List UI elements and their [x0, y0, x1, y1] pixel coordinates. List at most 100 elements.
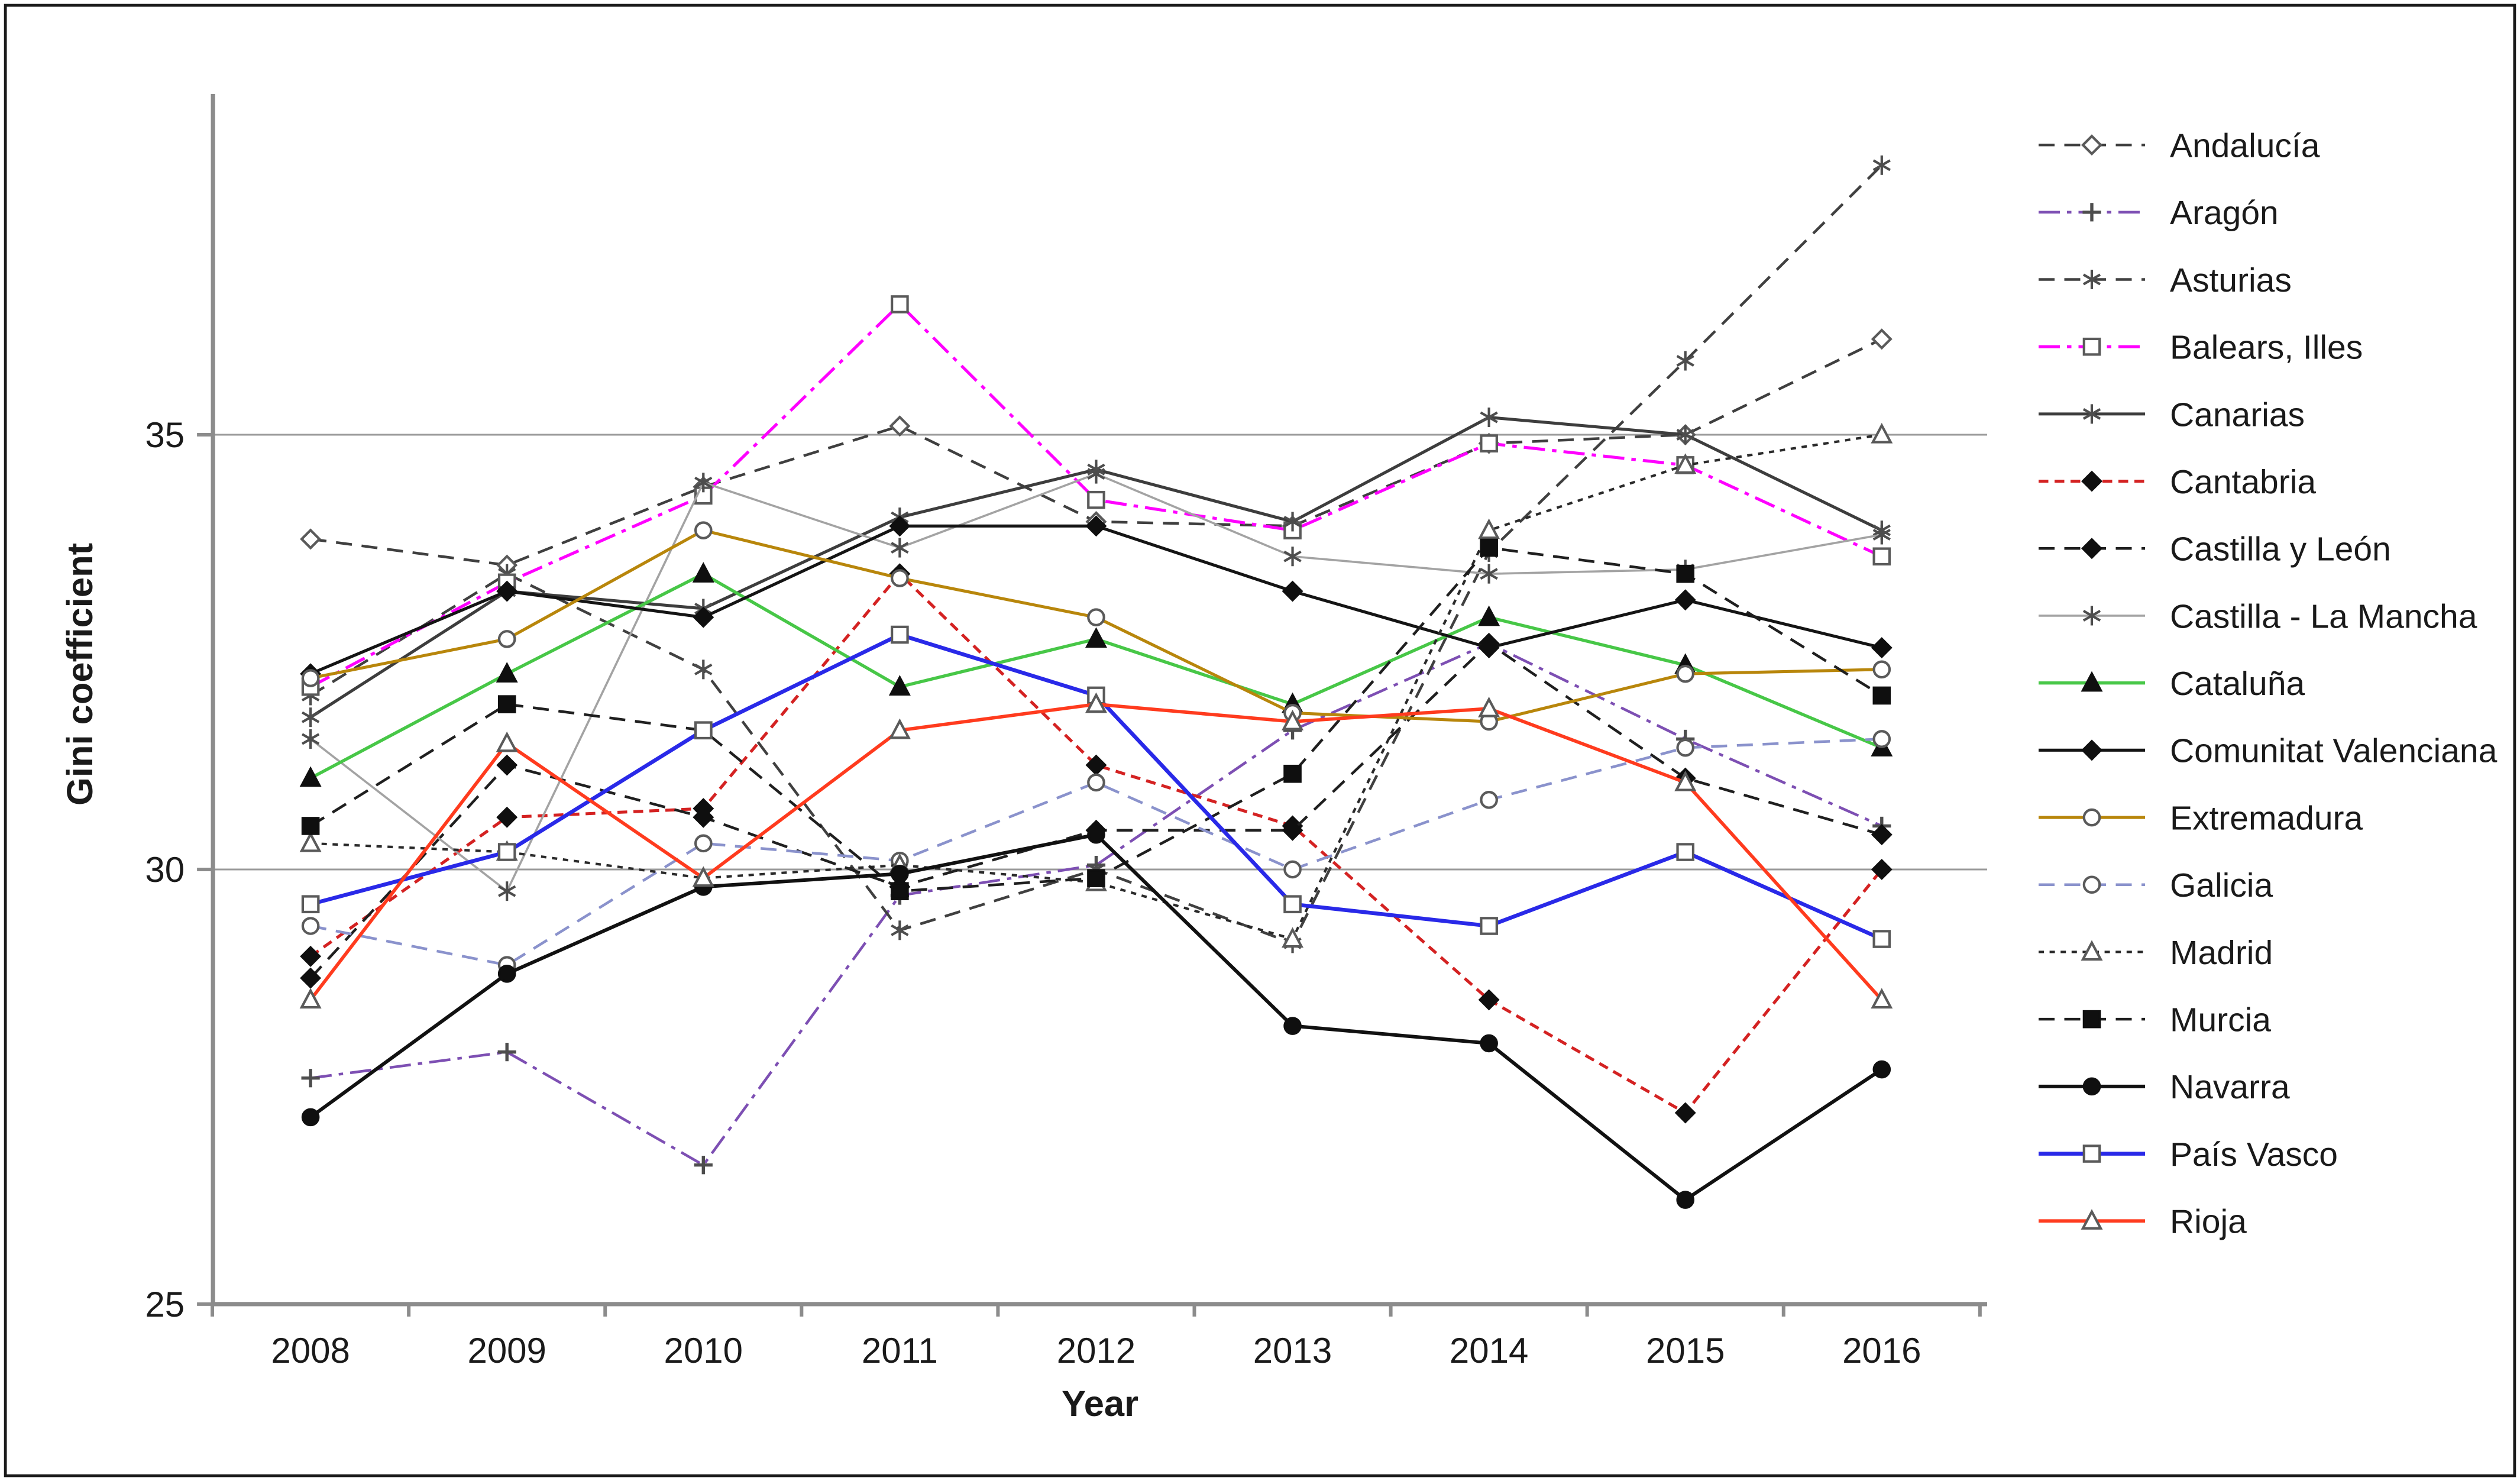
marker-canarias-2015 — [1676, 425, 1694, 445]
marker-pais-vasco-2016 — [1872, 930, 1891, 948]
marker-rioja-2008 — [299, 988, 322, 1009]
marker-cantabria-2009 — [496, 806, 518, 828]
legend-label-cataluna: Cataluña — [2170, 665, 2305, 703]
marker-castilla-la-mancha-2016 — [1872, 525, 1891, 545]
marker-galicia-2014 — [1480, 791, 1498, 809]
legend-item-comunitat-valenciana: Comunitat Valenciana — [2038, 732, 2498, 770]
marker-navarra-2012 — [1087, 825, 1105, 844]
marker-navarra-2014 — [1480, 1034, 1498, 1053]
marker-navarra-2009 — [497, 965, 516, 983]
marker-cataluna-2010 — [692, 562, 714, 583]
legend-label-cantabria: Cantabria — [2170, 463, 2316, 501]
series-extremadura — [301, 521, 1891, 731]
x-axis-title: Year — [1062, 1383, 1138, 1424]
marker-cataluna-2014 — [1478, 605, 1500, 626]
marker-comunitat-valenciana-2014 — [1478, 637, 1500, 659]
marker-comunitat-valenciana-2010 — [693, 606, 714, 628]
legend-label-murcia: Murcia — [2170, 1001, 2271, 1039]
marker-extremadura-2015 — [1676, 664, 1695, 683]
marker-castilla-y-leon-2013 — [1282, 819, 1303, 841]
y-tick-label-30: 30 — [145, 850, 185, 890]
series-line-cantabria — [309, 571, 1883, 1115]
marker-cataluna-2009 — [496, 662, 518, 683]
marker-cataluna-2011 — [888, 675, 911, 696]
legend-label-extremadura: Extremadura — [2170, 799, 2363, 837]
marker-comunitat-valenciana-2013 — [1282, 580, 1303, 602]
marker-rioja-2014 — [1478, 696, 1500, 717]
marker-madrid-2013 — [1282, 927, 1304, 948]
series-castilla-la-mancha — [301, 464, 1891, 901]
marker-asturias-2015 — [1676, 351, 1694, 371]
marker-navarra-2011 — [891, 864, 909, 883]
legend-item-balears-illes: Balears, Illes — [2038, 329, 2363, 367]
marker-rioja-2010 — [692, 866, 714, 887]
legend-marker-castilla-y-leon — [2081, 538, 2102, 560]
legend-label-asturias: Asturias — [2170, 261, 2292, 299]
legend-marker-pais-vasco — [2082, 1144, 2101, 1163]
marker-canarias-2014 — [1480, 408, 1498, 428]
legend-marker-murcia — [2082, 1010, 2101, 1029]
marker-rioja-2015 — [1674, 770, 1697, 791]
marker-castilla-y-leon-2009 — [496, 754, 518, 776]
legend-marker-canarias — [2082, 404, 2101, 424]
marker-madrid-2008 — [299, 831, 322, 852]
x-tick-label-2016: 2016 — [1842, 1331, 1921, 1370]
marker-castilla-la-mancha-2010 — [694, 473, 713, 493]
marker-asturias-2010 — [694, 659, 713, 680]
legend-marker-galicia — [2082, 875, 2101, 894]
legend-item-aragon: Aragón — [2038, 194, 2279, 232]
marker-murcia-2014 — [1480, 538, 1498, 557]
marker-extremadura-2010 — [694, 521, 713, 539]
marker-madrid-2014 — [1478, 518, 1500, 539]
marker-aragon-2010 — [694, 1156, 713, 1175]
marker-castilla-la-mancha-2013 — [1283, 547, 1302, 567]
legend-item-navarra: Navarra — [2038, 1068, 2290, 1106]
marker-comunitat-valenciana-2009 — [496, 580, 518, 602]
marker-cantabria-2014 — [1478, 989, 1500, 1011]
legend-item-madrid: Madrid — [2038, 934, 2273, 972]
marker-murcia-2013 — [1283, 764, 1302, 783]
legend-marker-balears-illes — [2082, 337, 2101, 356]
marker-cataluna-2008 — [299, 766, 322, 787]
marker-balears-illes-2012 — [1087, 490, 1105, 509]
marker-castilla-y-leon-2008 — [300, 967, 322, 989]
marker-murcia-2015 — [1676, 564, 1695, 583]
legend-marker-madrid — [2081, 940, 2103, 961]
marker-rioja-2012 — [1085, 692, 1107, 713]
marker-andalucia-2011 — [889, 415, 911, 437]
marker-rioja-2013 — [1282, 709, 1304, 730]
legend-marker-castilla-la-mancha — [2082, 606, 2101, 626]
marker-madrid-2016 — [1871, 422, 1893, 444]
legend-item-extremadura: Extremadura — [2038, 799, 2363, 837]
legend-marker-navarra — [2082, 1077, 2101, 1096]
marker-andalucia-2016 — [1871, 328, 1893, 350]
legend-item-murcia: Murcia — [2038, 1001, 2271, 1039]
legend-item-canarias: Canarias — [2038, 396, 2305, 434]
marker-pais-vasco-2014 — [1480, 917, 1498, 935]
marker-extremadura-2016 — [1872, 660, 1891, 679]
x-tick-label-2015: 2015 — [1646, 1331, 1725, 1370]
marker-pais-vasco-2008 — [301, 895, 320, 914]
series-galicia — [301, 730, 1891, 974]
legend: Andalucía Aragón Asturias Balears, Illes Can… — [2038, 127, 2498, 1241]
x-tick-label-2012: 2012 — [1057, 1331, 1136, 1370]
marker-comunitat-valenciana-2011 — [889, 515, 911, 537]
legend-label-navarra: Navarra — [2170, 1068, 2290, 1106]
marker-aragon-2009 — [497, 1043, 516, 1062]
marker-castilla-la-mancha-2011 — [891, 538, 909, 558]
marker-galicia-2013 — [1283, 860, 1302, 879]
legend-marker-andalucia — [2081, 134, 2102, 156]
legend-item-cantabria: Cantabria — [2038, 463, 2316, 501]
marker-cantabria-2008 — [300, 945, 322, 967]
marker-castilla-la-mancha-2012 — [1087, 464, 1105, 484]
marker-castilla-y-leon-2016 — [1871, 824, 1893, 846]
legend-marker-asturias — [2082, 269, 2101, 289]
legend-label-pais-vasco: País Vasco — [2170, 1136, 2338, 1173]
marker-comunitat-valenciana-2012 — [1085, 515, 1107, 537]
series-plot — [299, 155, 1893, 1209]
series-comunitat-valenciana — [300, 515, 1893, 685]
marker-pais-vasco-2009 — [497, 843, 516, 861]
legend-item-cataluna: Cataluña — [2038, 665, 2305, 703]
marker-cantabria-2016 — [1871, 858, 1893, 880]
